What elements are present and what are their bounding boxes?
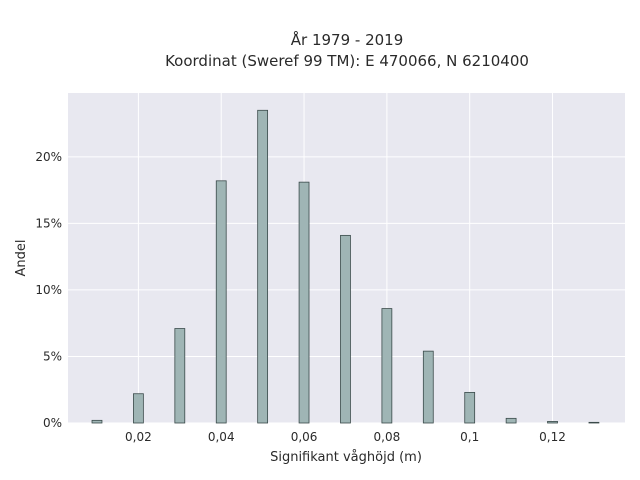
bar (174, 328, 186, 424)
chart-title-line-2: Koordinat (Sweref 99 TM): E 470066, N 62… (165, 52, 529, 70)
bar (340, 234, 351, 424)
y-tick-label: 20% (35, 150, 62, 164)
x-tick-label: 0,02 (125, 430, 152, 444)
bar (91, 419, 103, 424)
y-tick-label: 5% (43, 349, 62, 363)
bar (547, 421, 558, 424)
bar (298, 181, 310, 424)
bar (505, 417, 517, 424)
x-tick-label: 0,1 (460, 430, 479, 444)
x-tick-label: 0,12 (539, 430, 566, 444)
bar (257, 109, 269, 424)
bar (422, 350, 434, 424)
y-axis-label: Andel (14, 240, 29, 277)
bars (91, 109, 600, 424)
y-tick-label: 0% (43, 416, 62, 430)
x-tick-label: 0,04 (208, 430, 235, 444)
x-axis-label: Signifikant våghöjd (m) (270, 450, 422, 465)
bar (215, 180, 227, 424)
y-tick-label: 15% (35, 216, 62, 230)
x-tick-label: 0,08 (374, 430, 401, 444)
tick-labels: 0% 5% 10% 15% 20% 0,02 0,04 0,06 0,08 0,1 0,12 (35, 150, 566, 444)
bar (464, 391, 476, 424)
bar (381, 308, 393, 424)
y-tick-label: 10% (35, 283, 62, 297)
bar (588, 421, 600, 424)
chart-title-line-1: År 1979 - 2019 (291, 30, 404, 49)
bar (133, 393, 144, 424)
x-tick-label: 0,06 (291, 430, 318, 444)
